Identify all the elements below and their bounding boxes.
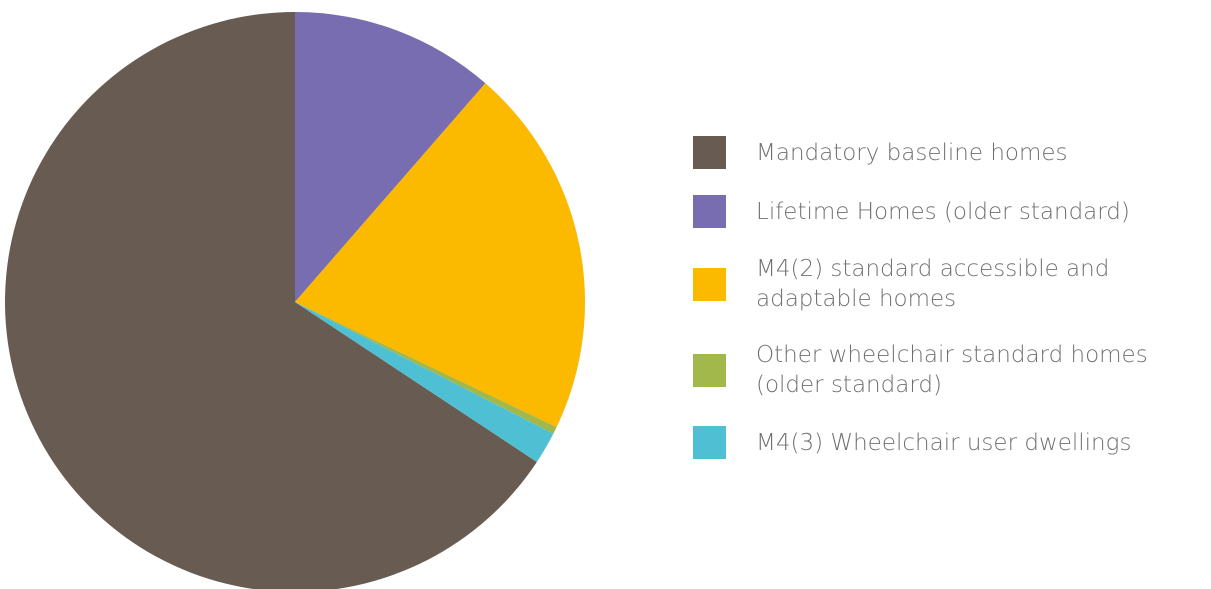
pie-slice [295,302,557,434]
legend-swatch [693,426,726,459]
legend-label: Other wheelchair standard homes (older s… [756,342,1148,398]
legend-swatch [693,267,726,301]
legend-swatch [693,195,726,228]
legend-item: M4(2) standard accessible and adaptable … [693,254,1196,314]
legend-item: Other wheelchair standard homes (older s… [693,340,1196,400]
pie-slice [295,302,554,462]
legend-swatch [693,353,726,387]
pie-slice [295,83,585,428]
legend-label: Mandatory baseline homes [756,139,1068,166]
legend-swatch [693,136,726,169]
pie-slice [5,12,537,589]
legend-item: M4(3) Wheelchair user dwellings [693,426,1196,459]
legend-item: Mandatory baseline homes [693,136,1196,169]
pie-chart [5,12,585,589]
legend-item: Lifetime Homes (older standard) [693,195,1196,228]
legend-label: M4(2) standard accessible and adaptable … [756,256,1110,312]
legend-label: Lifetime Homes (older standard) [756,198,1130,225]
legend: Mandatory baseline homes Lifetime Homes (… [693,136,1196,459]
pie-slice [295,12,486,302]
legend-label: M4(3) Wheelchair user dwellings [756,429,1132,456]
